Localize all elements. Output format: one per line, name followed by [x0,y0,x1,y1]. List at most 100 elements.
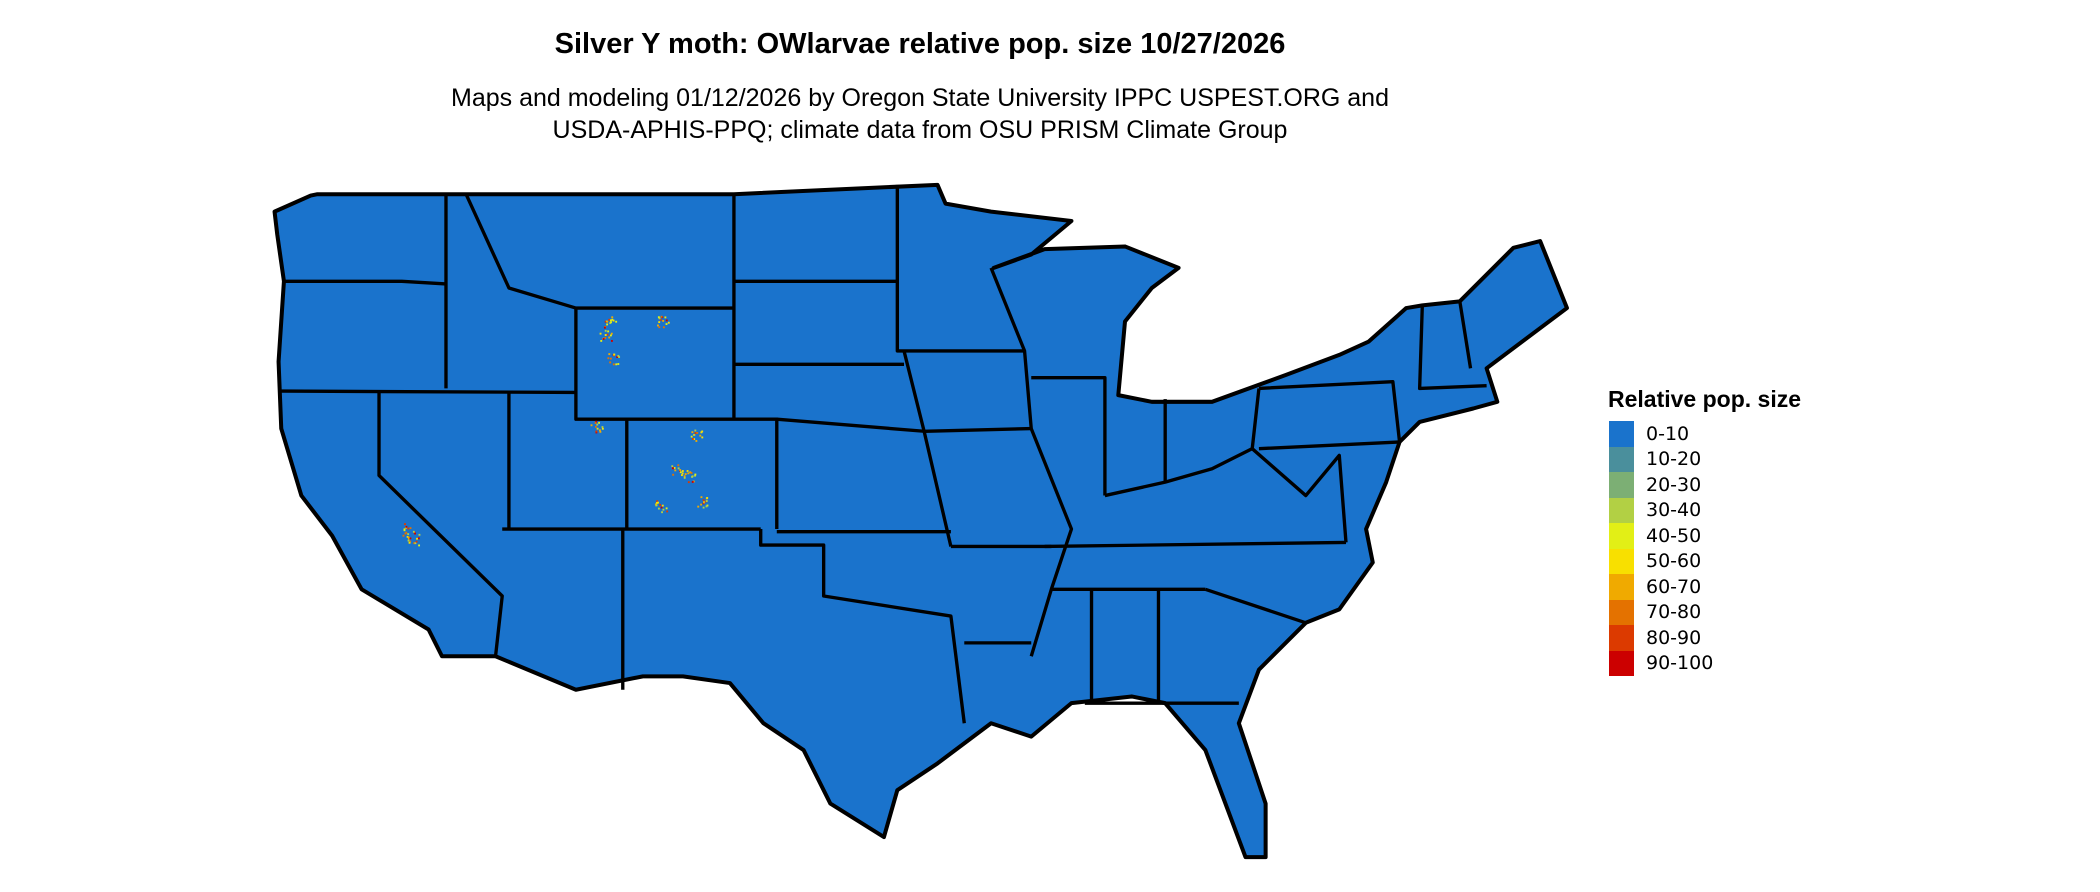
hotspot-pixel [694,473,697,476]
hotspot-pixel [661,511,663,514]
hotspot-pixel [610,321,612,324]
hotspot-pixel [404,523,406,526]
hotspot-pixel [604,334,607,336]
hotspot-pixel [414,542,417,545]
hotspot-pixel [679,469,682,471]
hotspot-layer [402,315,709,547]
hotspot-pixel [418,544,421,547]
hotspot-pixel [660,506,663,509]
hotspot-pixel [598,421,600,424]
hotspot-pixel [608,318,611,321]
hotspot-pixel [665,323,668,325]
hotspot-pixel [659,318,662,321]
hotspot-pixel [694,432,697,434]
legend-label: 60-70 [1646,575,1702,598]
hotspot-pixel [409,540,412,543]
legend-swatch [1609,523,1634,549]
hotspot-pixel [417,537,420,540]
hotspot-pixel [408,541,411,544]
hotspot-pixel [681,470,684,472]
legend-label: 20-30 [1646,473,1702,496]
hotspot-pixel [594,422,597,424]
hotspot-pixel [615,363,618,366]
legend-item: 40-50 [1609,523,1801,549]
hotspot-pixel [657,316,660,319]
hotspot-pixel [605,320,608,323]
hotspot-pixel [691,481,694,483]
hotspot-pixel [700,503,703,506]
hotspot-pixel [697,505,700,508]
hotspot-pixel [612,319,615,322]
legend-swatch [1609,599,1634,625]
legend-item: 50-60 [1609,548,1801,574]
hotspot-pixel [603,326,606,329]
hotspot-pixel [413,542,416,545]
hotspot-pixel [658,326,661,329]
hotspot-pixel [694,474,696,477]
hotspot-pixel [609,357,612,360]
legend-swatch [1609,497,1634,523]
legend-item: 0-10 [1609,421,1801,447]
map-subtitle-line-2: USDA-APHIS-PPQ; climate data from OSU PR… [552,116,1288,144]
hotspot-pixel [416,537,418,540]
hotspot-pixel [402,534,405,537]
hotspot-pixel [409,527,412,530]
legend-swatch [1609,472,1634,498]
legend-swatch [1609,446,1634,472]
hotspot-pixel [596,423,599,426]
hotspot-pixel [655,502,658,504]
hotspot-pixel [674,469,677,472]
hotspot-pixel [599,430,602,433]
state-borders [281,184,1487,724]
hotspot-pixel [671,465,674,468]
hotspot-pixel [604,329,607,332]
hotspot-pixel [600,339,603,342]
legend-label: 90-100 [1646,652,1714,675]
legend-swatch [1609,574,1634,600]
hotspot-pixel [408,537,410,540]
hotspot-pixel [686,470,689,472]
hotspot-pixel [595,430,598,433]
hotspot-pixel [665,507,668,510]
hotspot-pixel [611,339,613,342]
hotspot-pixel [611,318,614,321]
hotspot-pixel [681,474,683,477]
hotspot-pixel [667,321,670,324]
legend-item: 20-30 [1609,472,1801,498]
hotspot-pixel [611,316,614,319]
hotspot-pixel [594,425,597,428]
hotspot-pixel [409,537,412,540]
hotspot-pixel [607,330,610,333]
legend-item: 90-100 [1609,650,1801,676]
hotspot-pixel [706,504,709,507]
hotspot-pixel [702,506,705,509]
hotspot-pixel [658,321,661,324]
hotspot-pixel [691,431,694,434]
hotspot-pixel [660,315,663,318]
hotspot-pixel [706,497,709,499]
hotspot-pixel [687,472,690,475]
legend-swatch [1609,548,1634,574]
hotspot-pixel [604,337,607,339]
hotspot-pixel [608,336,611,339]
hotspot-pixel [677,464,680,467]
hotspot-pixel [672,467,674,470]
hotspot-pixel [683,475,686,478]
hotspot-pixel [602,338,605,340]
hotspot-pixel [691,475,694,478]
hotspot-pixel [657,507,660,510]
legend-swatch [1609,625,1634,651]
hotspot-pixel [615,320,618,323]
hotspot-pixel [418,533,421,536]
hotspot-pixel [601,427,604,430]
hotspot-pixel [609,319,612,322]
hotspot-pixel [656,500,659,503]
hotspot-pixel [407,527,410,530]
hotspot-pixel [695,440,698,442]
hotspot-pixel [616,356,619,359]
hotspot-pixel [693,433,695,436]
hotspot-pixel [691,438,694,440]
hotspot-pixel [699,434,702,437]
hotspot-pixel [657,324,659,327]
